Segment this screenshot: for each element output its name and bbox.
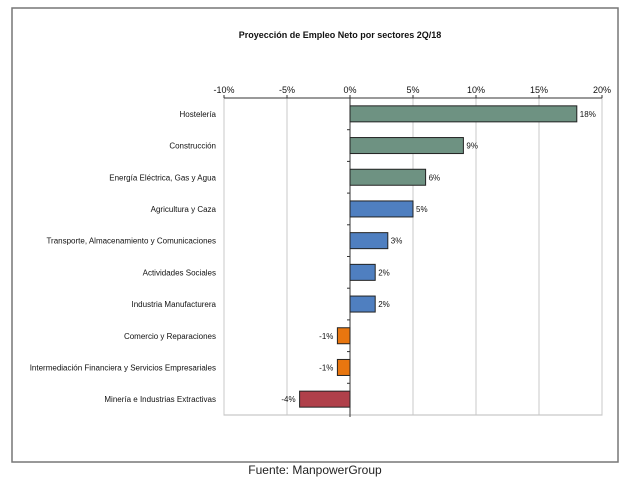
chart-title: Proyección de Empleo Neto por sectores 2…: [239, 30, 442, 40]
x-tick-label: 10%: [467, 85, 485, 95]
x-tick-label: -10%: [213, 85, 234, 95]
bar: [349, 200, 414, 218]
category-label: Transporte, Almacenamiento y Comunicacio…: [46, 237, 216, 246]
bar: [349, 295, 376, 313]
category-label: Hostelería: [180, 110, 217, 119]
data-label: -1%: [319, 332, 333, 341]
category-label: Construcción: [169, 142, 216, 151]
bar: [349, 137, 464, 155]
bar: [349, 263, 376, 281]
data-label: 2%: [378, 300, 390, 309]
data-label: 9%: [466, 142, 478, 151]
x-tick-label: 0%: [343, 85, 356, 95]
category-label: Actividades Sociales: [143, 268, 216, 277]
bar: [336, 327, 351, 345]
data-label: 6%: [429, 173, 441, 182]
bar: [349, 105, 578, 123]
data-label: -4%: [281, 395, 295, 404]
source-note: Fuente: ManpowerGroup: [248, 463, 382, 477]
x-tick-label: 5%: [406, 85, 419, 95]
bar: [349, 168, 427, 186]
data-label: 3%: [391, 237, 403, 246]
category-label: Industria Manufacturera: [132, 300, 217, 309]
data-label: 5%: [416, 205, 428, 214]
category-label: Agricultura y Caza: [151, 205, 217, 214]
x-tick-label: 20%: [593, 85, 611, 95]
data-label: 18%: [580, 110, 596, 119]
data-label: 2%: [378, 268, 390, 277]
category-label: Comercio y Reparaciones: [124, 332, 216, 341]
data-label: -1%: [319, 363, 333, 372]
category-label: Intermediación Financiera y Servicios Em…: [30, 363, 216, 372]
category-label: Minería e Industrias Extractivas: [104, 395, 216, 404]
x-tick-label: 15%: [530, 85, 548, 95]
bar: [336, 358, 351, 376]
bar: [349, 232, 389, 250]
category-label: Energía Eléctrica, Gas y Agua: [109, 173, 216, 182]
x-tick-label: -5%: [279, 85, 295, 95]
bar: [299, 390, 351, 408]
